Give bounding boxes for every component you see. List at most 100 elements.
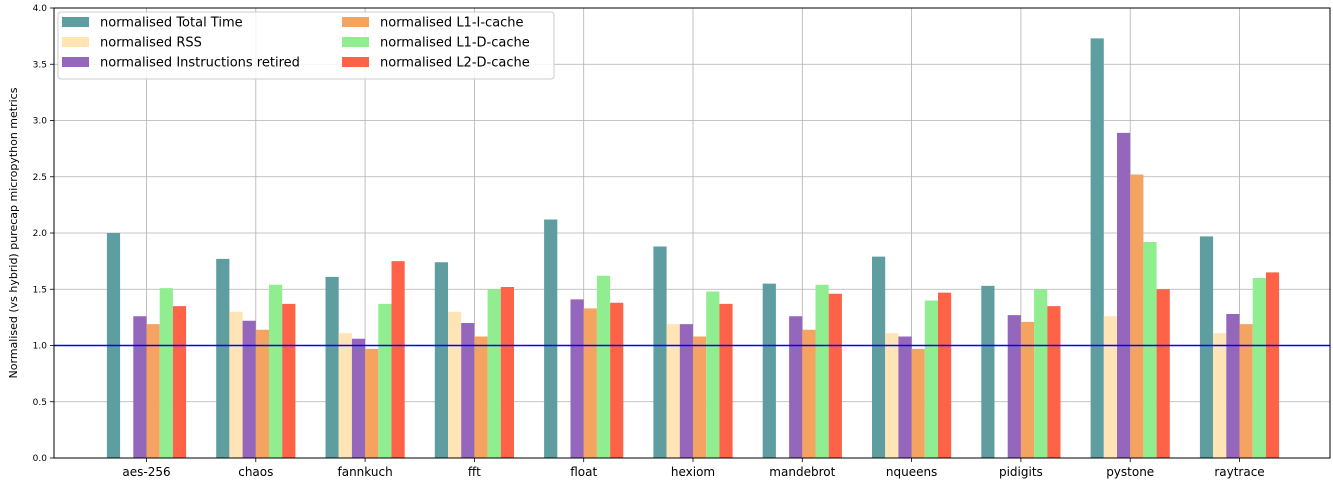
- y-tick-label: 2.0: [33, 229, 48, 239]
- bar: [172, 306, 187, 458]
- bar: [229, 311, 243, 458]
- x-tick-label: pidigits: [999, 465, 1043, 479]
- y-tick-label: 4.0: [33, 4, 48, 14]
- bar: [269, 284, 283, 458]
- bar: [391, 261, 405, 458]
- legend-label: normalised Instructions retired: [100, 56, 300, 71]
- legend-swatch: [62, 57, 89, 67]
- y-tick-label: 0.5: [33, 398, 47, 408]
- bar: [583, 308, 597, 458]
- bar: [500, 287, 514, 458]
- bar: [610, 302, 624, 458]
- bar: [719, 303, 733, 458]
- bar: [1199, 236, 1214, 458]
- bar: [679, 324, 693, 458]
- x-tick-label: pystone: [1106, 465, 1154, 479]
- x-tick-label: mandebrot: [769, 465, 835, 479]
- bar: [338, 333, 352, 458]
- bar: [802, 329, 816, 458]
- bar: [653, 246, 667, 458]
- y-axis-label: Normalised (vs hybrid) purecap micropyth…: [7, 87, 20, 378]
- y-tick-label: 3.5: [33, 60, 47, 70]
- bar: [1143, 242, 1157, 458]
- y-tick-label: 2.5: [33, 173, 47, 183]
- bar: [325, 276, 339, 458]
- y-tick-label: 1.0: [33, 342, 48, 352]
- legend: normalised Total Time normalised RSS norma…: [57, 11, 555, 80]
- bar: [885, 333, 899, 458]
- x-tick-label: hexiom: [671, 465, 715, 479]
- bar: [924, 300, 938, 458]
- bar: [666, 324, 680, 458]
- bar: [981, 285, 995, 458]
- bar: [898, 336, 912, 458]
- x-tick-label: aes-256: [122, 465, 170, 479]
- bar: [570, 299, 584, 458]
- bar: [596, 275, 611, 458]
- bar: [1213, 333, 1227, 458]
- bar: [1103, 316, 1117, 458]
- bar: [762, 283, 776, 458]
- bar: [872, 256, 886, 458]
- bar: [1117, 132, 1131, 458]
- bar: [216, 258, 230, 458]
- bar: [487, 289, 501, 458]
- bar: [938, 292, 952, 458]
- bar: [693, 336, 707, 458]
- bar: [1130, 174, 1144, 458]
- legend-box: [57, 11, 555, 80]
- bar: [1252, 278, 1266, 458]
- legend-swatch: [62, 17, 89, 27]
- legend-label: normalised L1-I-cache: [380, 16, 524, 31]
- bar: [789, 316, 803, 458]
- x-tick-label: nqueens: [886, 465, 937, 479]
- bar: [1226, 314, 1240, 458]
- bar: [133, 316, 147, 458]
- x-tick-label: float: [570, 465, 597, 479]
- bar: [1239, 324, 1253, 458]
- bar: [1265, 272, 1280, 458]
- bar: [282, 303, 296, 458]
- bar: [146, 324, 160, 458]
- bar: [1020, 321, 1035, 458]
- y-tick-label: 3.0: [33, 117, 48, 127]
- bar: [365, 348, 379, 458]
- legend-label: normalised Total Time: [100, 16, 243, 31]
- bar: [911, 348, 925, 458]
- legend-label: normalised L2-D-cache: [380, 56, 530, 71]
- legend-swatch: [342, 37, 369, 47]
- bar: [159, 288, 173, 458]
- x-tick-label: fft: [468, 465, 481, 479]
- legend-swatch: [342, 17, 369, 27]
- bar: [474, 336, 488, 458]
- bar: [242, 320, 256, 458]
- bar: [461, 323, 475, 458]
- legend-label: normalised L1-D-cache: [380, 36, 530, 51]
- bar: [828, 293, 842, 458]
- legend-swatch: [342, 57, 369, 67]
- x-tick-label: raytrace: [1214, 465, 1264, 479]
- bar: [1007, 315, 1021, 458]
- bar: [706, 291, 720, 458]
- legend-label: normalised RSS: [100, 36, 202, 51]
- bar: [434, 262, 448, 458]
- bar: [1090, 38, 1104, 458]
- x-tick-label: fannkuch: [338, 465, 393, 479]
- bar: [544, 219, 558, 458]
- bar: [1034, 289, 1048, 458]
- bar: [1047, 306, 1061, 458]
- bar: [378, 303, 392, 458]
- bar: [1156, 289, 1170, 458]
- y-axis: 0.0 0.5 1.0 1.5 2.0 2.5 3.0 3.5 4.0: [33, 4, 54, 464]
- bar: [255, 329, 269, 458]
- bars: [106, 38, 1280, 458]
- y-tick-label: 1.5: [33, 285, 47, 295]
- bar: [815, 284, 829, 458]
- x-axis: aes-256 chaos fannkuch fft float hexiom mandeb…: [122, 458, 1265, 479]
- y-tick-label: 0.0: [33, 454, 48, 464]
- legend-swatch: [62, 37, 89, 47]
- x-tick-label: chaos: [238, 465, 273, 479]
- bar: [351, 338, 366, 458]
